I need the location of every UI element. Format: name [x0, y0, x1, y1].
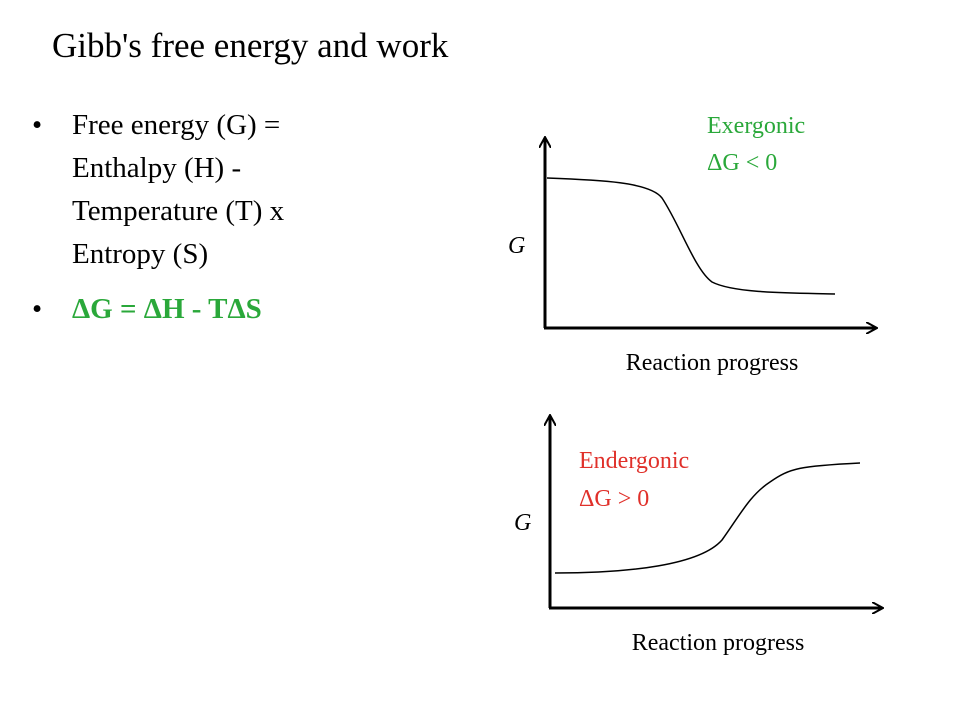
annotation: ΔG < 0: [707, 150, 777, 176]
energy-curve: [546, 177, 836, 295]
x-label: Reaction progress: [626, 350, 799, 376]
energy-curve: [554, 462, 861, 574]
annotation: Exergonic: [707, 113, 805, 139]
bullet: Free energy (G) = Enthalpy (H) - Tempera…: [30, 104, 360, 276]
annotation: ΔG > 0: [579, 486, 649, 512]
bullet-equation: ΔG = ΔH - TΔS: [30, 288, 360, 331]
annotation: Endergonic: [579, 448, 689, 474]
x-label: Reaction progress: [632, 630, 805, 656]
slide-title: Gibb's free energy and work: [52, 26, 449, 65]
y-label: G: [508, 233, 525, 259]
bullet-list: Free energy (G) = Enthalpy (H) - Tempera…: [30, 104, 360, 343]
y-label: G: [514, 510, 531, 536]
